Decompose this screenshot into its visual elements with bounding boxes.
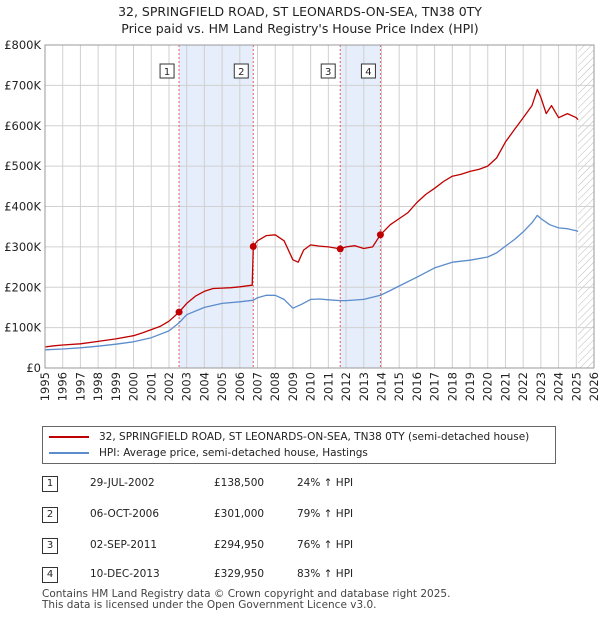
legend-swatch-property xyxy=(49,436,89,438)
sale-label-box xyxy=(320,63,336,79)
x-tick-label: 2001 xyxy=(144,372,158,401)
sale-label-box xyxy=(233,63,249,79)
transaction-hpi-delta: 83% ↑ HPI xyxy=(297,568,354,580)
transaction-number: 1 xyxy=(42,476,58,492)
y-tick-label: £600K xyxy=(4,119,41,133)
sale-label-number: 3 xyxy=(325,67,331,78)
transaction-price: £301,000 xyxy=(214,508,265,520)
footer-attribution: Contains HM Land Registry data © Crown c… xyxy=(42,589,450,611)
x-tick-label: 2010 xyxy=(304,372,318,401)
x-tick-label: 2007 xyxy=(251,372,265,401)
transaction-date: 29-JUL-2002 xyxy=(90,477,155,489)
legend-item-hpi: HPI: Average price, semi-detached house,… xyxy=(49,445,368,461)
x-tick-label: 2024 xyxy=(552,372,566,401)
x-tick-label: 1999 xyxy=(109,372,123,401)
transaction-number: 2 xyxy=(42,507,58,523)
x-tick-label: 2017 xyxy=(428,372,442,401)
transaction-row: 3 02-SEP-2011 £294,950 76% ↑ HPI xyxy=(42,538,562,556)
x-tick-label: 2013 xyxy=(357,372,371,401)
sale-point xyxy=(336,245,344,253)
sale-point xyxy=(175,308,183,316)
x-tick-label: 2006 xyxy=(233,372,247,401)
y-tick-label: £500K xyxy=(4,159,41,173)
footer-line-licence: This data is licensed under the Open Gov… xyxy=(42,599,377,611)
transaction-hpi-delta: 76% ↑ HPI xyxy=(297,539,354,551)
plot-frame xyxy=(44,44,595,369)
transaction-price: £138,500 xyxy=(214,477,265,489)
chart-subtitle: Price paid vs. HM Land Registry's House … xyxy=(121,21,479,36)
x-tick-label: 1997 xyxy=(73,372,87,401)
transaction-hpi-delta: 24% ↑ HPI xyxy=(297,477,354,489)
y-tick-label: £100K xyxy=(4,321,41,335)
sale-label-box xyxy=(159,63,175,79)
x-tick-label: 2002 xyxy=(162,372,176,401)
property-price-line xyxy=(44,88,579,348)
x-tick-label: 1995 xyxy=(38,372,52,401)
transaction-price: £329,950 xyxy=(214,568,265,580)
x-tick-label: 2023 xyxy=(534,372,548,401)
transaction-row: 1 29-JUL-2002 £138,500 24% ↑ HPI xyxy=(42,476,562,494)
y-tick-label: £400K xyxy=(4,200,41,214)
x-tick-label: 2011 xyxy=(321,372,335,401)
transaction-date: 10-DEC-2013 xyxy=(90,568,160,580)
sale-label-box xyxy=(360,63,376,79)
transaction-row: 4 10-DEC-2013 £329,950 83% ↑ HPI xyxy=(42,567,562,585)
transaction-number: 3 xyxy=(42,538,58,554)
price-chart: 1 2 3 4 £0 £100K £200K £300K £400K £500K £600K £70… xyxy=(4,38,600,401)
x-tick-label: 2015 xyxy=(392,372,406,401)
transaction-date: 02-SEP-2011 xyxy=(90,539,158,551)
x-tick-label: 2025 xyxy=(569,372,583,401)
x-tick-label: 2018 xyxy=(445,372,459,401)
y-tick-label: £200K xyxy=(4,280,41,294)
sale-label-number: 2 xyxy=(238,67,244,78)
transaction-date: 06-OCT-2006 xyxy=(90,508,159,520)
sale-point xyxy=(376,231,384,239)
y-tick-label: £700K xyxy=(4,78,41,92)
sale-point xyxy=(249,242,257,250)
x-tick-label: 2000 xyxy=(127,372,141,401)
y-tick-label: £300K xyxy=(4,240,41,254)
x-tick-label: 2008 xyxy=(268,372,282,401)
y-tick-label: £800K xyxy=(4,38,41,52)
legend: 32, SPRINGFIELD ROAD, ST LEONARDS-ON-SEA… xyxy=(42,426,556,464)
transaction-price: £294,950 xyxy=(214,539,265,551)
x-tick-label: 1996 xyxy=(56,372,70,401)
legend-swatch-hpi xyxy=(49,452,89,454)
x-tick-label: 2026 xyxy=(587,372,600,401)
footer-line-copyright: Contains HM Land Registry data © Crown c… xyxy=(42,588,451,600)
x-tick-label: 2021 xyxy=(498,372,512,401)
x-tick-label: 2019 xyxy=(463,372,477,401)
chart-title: 32, SPRINGFIELD ROAD, ST LEONARDS-ON-SEA… xyxy=(118,4,482,19)
x-tick-label: 2014 xyxy=(374,372,388,401)
hpi-line xyxy=(44,214,579,351)
transaction-row: 2 06-OCT-2006 £301,000 79% ↑ HPI xyxy=(42,507,562,525)
x-tick-label: 2022 xyxy=(516,372,530,401)
x-tick-label: 1998 xyxy=(91,372,105,401)
x-tick-label: 2016 xyxy=(410,372,424,401)
transaction-hpi-delta: 79% ↑ HPI xyxy=(297,508,354,520)
legend-label-hpi: HPI: Average price, semi-detached house,… xyxy=(99,447,368,459)
x-tick-label: 2012 xyxy=(339,372,353,401)
x-tick-label: 2004 xyxy=(197,372,211,401)
transaction-number: 4 xyxy=(42,567,58,583)
x-tick-label: 2009 xyxy=(286,372,300,401)
sale-label-number: 1 xyxy=(164,67,170,78)
x-tick-label: 2005 xyxy=(215,372,229,401)
legend-label-property: 32, SPRINGFIELD ROAD, ST LEONARDS-ON-SEA… xyxy=(99,431,530,443)
sale-label-number: 4 xyxy=(365,67,371,78)
x-tick-label: 2020 xyxy=(481,372,495,401)
y-tick-label: £0 xyxy=(26,361,41,375)
x-tick-label: 2003 xyxy=(180,372,194,401)
legend-item-property: 32, SPRINGFIELD ROAD, ST LEONARDS-ON-SEA… xyxy=(49,429,529,445)
